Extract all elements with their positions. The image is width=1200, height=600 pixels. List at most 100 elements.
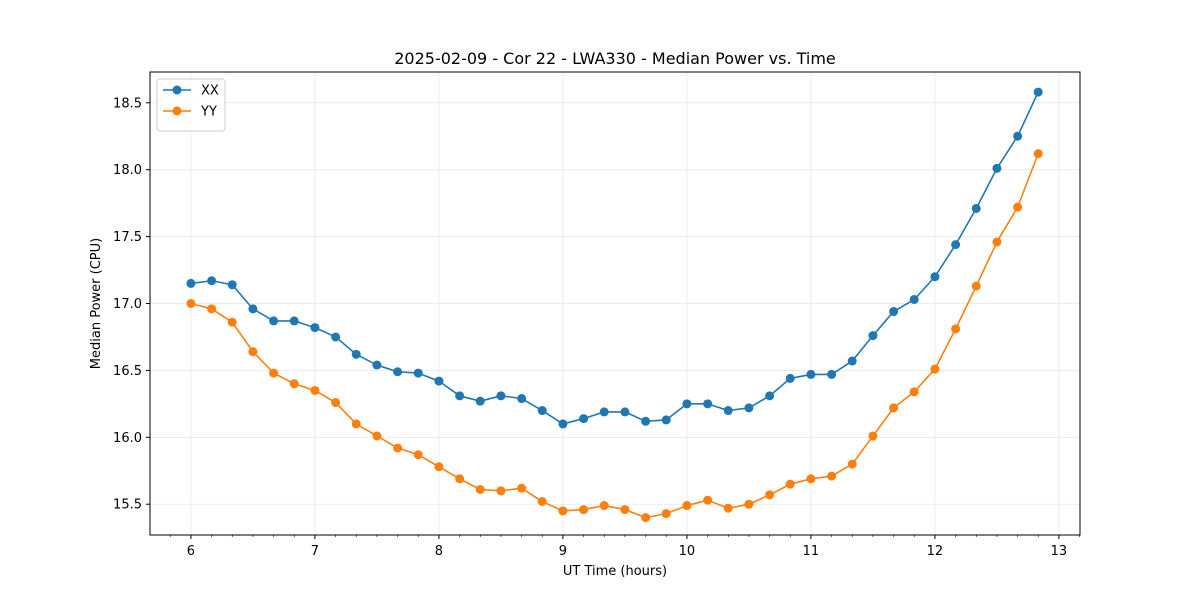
legend-marker-yy xyxy=(172,106,182,116)
data-point-yy xyxy=(207,304,217,314)
data-point-yy xyxy=(868,431,878,441)
x-tick-label: 9 xyxy=(559,544,567,559)
data-point-xx xyxy=(455,391,465,401)
y-tick-label: 18.5 xyxy=(113,96,142,111)
data-point-yy xyxy=(413,450,423,460)
data-point-yy xyxy=(331,398,341,408)
data-point-xx xyxy=(310,323,320,333)
axis-ticks: 6 7 8 9 10 11 12 13 15.5 16.0 16.5 17.0 17.5 18.0 18.5 xyxy=(113,96,1080,559)
data-point-yy xyxy=(579,505,589,515)
legend-label-yy: YY xyxy=(200,105,217,120)
plot-series xyxy=(186,87,1043,523)
data-point-xx xyxy=(517,394,527,404)
data-point-xx xyxy=(496,391,506,401)
y-tick-label: 17.5 xyxy=(113,230,142,245)
data-point-xx xyxy=(227,280,237,290)
data-point-yy xyxy=(455,474,465,484)
data-point-yy xyxy=(682,501,692,511)
data-point-yy xyxy=(393,443,403,453)
data-point-yy xyxy=(765,490,775,500)
data-point-yy xyxy=(537,497,547,507)
x-tick-label: 12 xyxy=(927,544,944,559)
data-point-xx xyxy=(785,373,795,383)
x-tick-label: 11 xyxy=(803,544,820,559)
data-point-xx xyxy=(1013,131,1023,141)
data-point-xx xyxy=(868,331,878,341)
legend: XX YY xyxy=(156,78,226,132)
data-point-xx xyxy=(806,369,816,379)
data-point-yy xyxy=(475,485,485,495)
y-tick-label: 18.0 xyxy=(113,163,142,178)
grid xyxy=(150,72,1080,535)
data-point-yy xyxy=(992,237,1002,247)
data-point-yy xyxy=(558,506,568,516)
y-tick-label: 16.5 xyxy=(113,364,142,379)
x-tick-label: 10 xyxy=(679,544,696,559)
data-point-yy xyxy=(599,501,609,511)
data-point-xx xyxy=(971,203,981,213)
data-point-yy xyxy=(248,347,258,357)
legend-label-xx: XX xyxy=(201,84,219,99)
data-point-yy xyxy=(785,479,795,489)
data-point-yy xyxy=(517,483,527,493)
data-point-yy xyxy=(310,385,320,395)
data-point-xx xyxy=(641,416,651,426)
data-point-yy xyxy=(227,317,237,327)
data-point-yy xyxy=(1013,202,1023,212)
data-point-xx xyxy=(599,407,609,417)
data-point-xx xyxy=(682,399,692,409)
data-point-yy xyxy=(827,471,837,481)
y-tick-label: 15.5 xyxy=(113,498,142,513)
data-point-xx xyxy=(351,349,361,359)
data-point-yy xyxy=(930,364,940,374)
y-tick-label: 16.0 xyxy=(113,431,142,446)
y-tick-label: 17.0 xyxy=(113,297,142,312)
data-point-yy xyxy=(951,324,961,334)
data-point-yy xyxy=(806,474,816,484)
data-point-xx xyxy=(847,356,857,366)
x-tick-label: 6 xyxy=(187,544,195,559)
data-point-xx xyxy=(579,414,589,424)
x-tick-label: 13 xyxy=(1051,544,1068,559)
data-point-yy xyxy=(889,403,899,413)
data-point-yy xyxy=(186,299,196,308)
data-point-yy xyxy=(289,379,299,389)
y-axis-label: Median Power (CPU) xyxy=(89,238,104,369)
data-point-yy xyxy=(1033,149,1043,159)
data-point-yy xyxy=(723,503,733,513)
data-point-xx xyxy=(331,332,341,342)
x-axis-label: UT Time (hours) xyxy=(563,564,667,579)
data-point-yy xyxy=(434,462,444,472)
data-point-yy xyxy=(909,387,919,397)
data-point-yy xyxy=(496,486,506,496)
data-point-yy xyxy=(661,509,671,519)
data-point-xx xyxy=(951,240,961,250)
data-point-yy xyxy=(971,281,981,291)
data-point-yy xyxy=(372,431,382,441)
data-point-xx xyxy=(475,396,485,406)
x-tick-label: 7 xyxy=(311,544,319,559)
x-tick-label: 8 xyxy=(435,544,443,559)
data-point-xx xyxy=(889,307,899,317)
data-point-xx xyxy=(269,316,279,326)
data-point-yy xyxy=(620,505,630,515)
data-point-yy xyxy=(847,459,857,469)
data-point-yy xyxy=(744,499,754,509)
data-point-xx xyxy=(1033,87,1043,97)
data-point-xx xyxy=(207,276,217,286)
legend-marker-xx xyxy=(172,85,182,95)
data-point-xx xyxy=(393,367,403,377)
data-point-xx xyxy=(744,403,754,413)
chart-title: 2025-02-09 - Cor 22 - LWA330 - Median Po… xyxy=(394,49,836,68)
data-point-xx xyxy=(413,368,423,378)
data-point-xx xyxy=(909,294,919,304)
data-point-xx xyxy=(620,407,630,417)
data-point-xx xyxy=(289,316,299,326)
data-point-xx xyxy=(992,163,1002,173)
data-point-xx xyxy=(558,419,568,429)
data-point-xx xyxy=(186,278,196,288)
data-point-xx xyxy=(248,304,258,314)
data-point-yy xyxy=(351,419,361,429)
data-point-xx xyxy=(765,391,775,401)
data-point-yy xyxy=(269,368,279,378)
